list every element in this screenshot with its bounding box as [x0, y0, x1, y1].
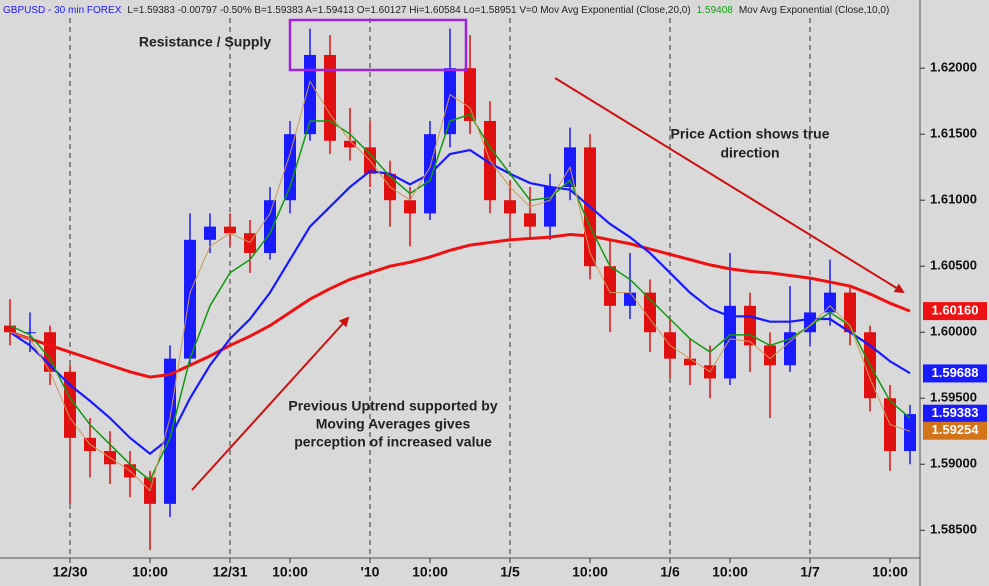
y-tick-label: 1.59000: [930, 456, 977, 471]
y-tick-label: 1.58500: [930, 522, 977, 537]
candle-body: [344, 140, 356, 148]
x-tick-label: 10:00: [712, 564, 748, 580]
header-part: Mov Avg Exponential (Close,10,0): [739, 5, 889, 16]
trend-arrow: [554, 77, 905, 294]
header-part: 1.59408: [697, 5, 734, 16]
candle-body: [444, 68, 456, 135]
header-part: GBPUSD - 30 min FOREX: [3, 5, 122, 16]
price-tag: [923, 364, 987, 383]
candle-body: [764, 345, 776, 366]
y-tick-label: 1.60000: [930, 324, 977, 339]
annotation: Resistance / Supply: [139, 34, 271, 50]
price-tag: [923, 302, 987, 321]
moving-average: [9, 113, 911, 482]
candle-body: [224, 226, 236, 234]
x-tick-label: 1/7: [800, 564, 820, 580]
moving-average: [9, 80, 911, 492]
x-tick-label: 10:00: [412, 564, 448, 580]
annotation: Moving Averages gives: [316, 416, 471, 432]
annotation: perception of increased value: [294, 434, 492, 450]
price-tag: [923, 404, 987, 423]
annotation: Price Action shows true: [671, 126, 830, 142]
price-tag-label: 1.60160: [932, 303, 979, 318]
header: GBPUSD - 30 min FOREX L=1.59383 -0.00797 …: [3, 5, 889, 16]
price-tag-label: 1.59254: [932, 422, 980, 437]
candle-body: [544, 186, 556, 227]
candle-body: [164, 358, 176, 504]
price-tag: [923, 421, 987, 440]
candle-body: [464, 68, 476, 121]
price-tag-label: 1.59688: [932, 365, 979, 380]
candle-body: [824, 292, 836, 313]
y-tick-label: 1.61000: [930, 192, 977, 207]
candle-body: [684, 358, 696, 366]
candle-body: [284, 134, 296, 201]
candle-body: [4, 325, 16, 333]
candle-body: [24, 332, 36, 334]
x-tick-label: 10:00: [572, 564, 608, 580]
candle-body: [184, 239, 196, 359]
annotation: direction: [720, 145, 779, 161]
candle-body: [784, 332, 796, 366]
x-tick-label: 1/5: [500, 564, 520, 580]
y-tick-label: 1.62000: [930, 60, 977, 75]
candle-body: [724, 305, 736, 379]
y-tick-label: 1.60500: [930, 258, 977, 273]
plot: [4, 28, 916, 551]
moving-average: [9, 148, 911, 456]
candle-body: [604, 266, 616, 306]
x-tick-label: 12/30: [52, 564, 87, 580]
trend-arrow: [191, 316, 350, 491]
candle-body: [524, 213, 536, 227]
header-part: L=1.59383 -0.00797 -0.50% B=1.59383 A=1.…: [127, 5, 690, 16]
x-tick-label: 12/31: [212, 564, 247, 580]
price-tag-label: 1.59383: [932, 405, 979, 420]
candle-body: [404, 200, 416, 214]
x-tick-label: 10:00: [272, 564, 308, 580]
x-tick-label: 10:00: [132, 564, 168, 580]
x-tick-label: '10: [361, 564, 380, 580]
candle-body: [264, 200, 276, 254]
candle-body: [744, 305, 756, 346]
annotation: Previous Uptrend supported by: [288, 398, 497, 414]
resistance-box: [288, 18, 468, 72]
moving-average: [9, 233, 911, 379]
x-tick-label: 10:00: [872, 564, 908, 580]
y-tick-label: 1.59500: [930, 390, 977, 405]
candle-body: [324, 54, 336, 141]
x-tick-label: 1/6: [660, 564, 680, 580]
candle-body: [624, 292, 636, 306]
candle-body: [204, 226, 216, 240]
candle-body: [304, 54, 316, 135]
y-tick-label: 1.61500: [930, 126, 977, 141]
candle-body: [504, 200, 516, 214]
candle-body: [904, 414, 916, 452]
